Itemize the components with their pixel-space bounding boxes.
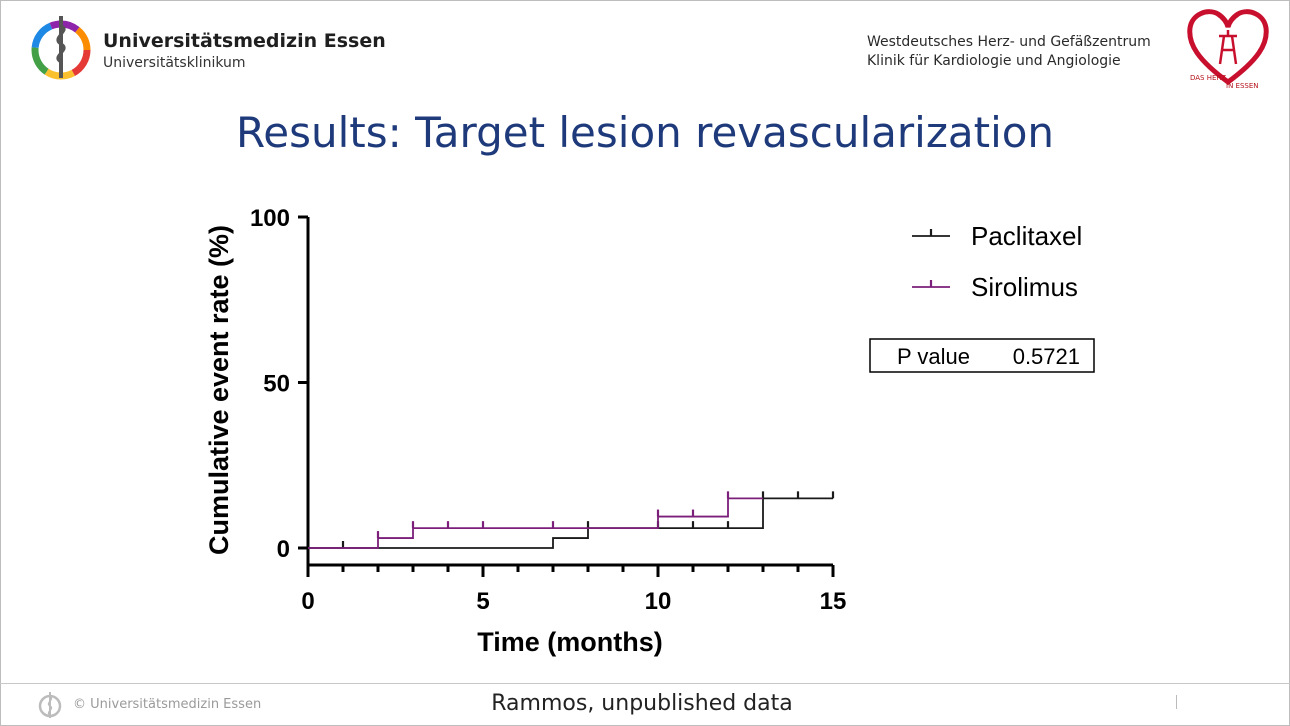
x-tick-label: 10 <box>645 588 672 615</box>
footer-marker <box>1176 695 1177 709</box>
footer-copyright: © Universitätsmedizin Essen <box>73 697 262 712</box>
institution-subtitle: Universitätsklinikum <box>103 55 246 71</box>
x-tick-label: 0 <box>301 588 314 615</box>
y-tick-label: 100 <box>250 205 290 232</box>
p-value-frame <box>869 338 1095 373</box>
series-line-paclitaxel <box>308 497 833 549</box>
slide-title: Results: Target lesion revascularization <box>235 108 1055 157</box>
chart-axes: 0 50 100 0 5 10 15 Time (months) Cumulative even… <box>204 205 846 657</box>
y-axis-label: Cumulative event rate (%) <box>204 225 234 555</box>
heart-logo-text-1: DAS HERZ <box>1190 74 1227 82</box>
x-tick-label: 5 <box>476 588 489 615</box>
clinic-name-line1: Westdeutsches Herz- und Gefäßzentrum <box>867 34 1151 50</box>
heart-logo-text-2: IN ESSEN <box>1226 82 1259 90</box>
legend-label: Sirolimus <box>971 272 1078 302</box>
chart-legend: Paclitaxel Sirolimus <box>912 221 1082 302</box>
y-tick-label: 0 <box>277 536 290 563</box>
x-axis-label: Time (months) <box>477 627 663 657</box>
series-line-sirolimus <box>308 497 763 549</box>
footer-divider <box>0 683 1290 684</box>
institution-name: Universitätsmedizin Essen <box>103 30 386 52</box>
x-tick-label: 15 <box>820 588 847 615</box>
university-logo-icon <box>31 16 91 80</box>
legend-label: Paclitaxel <box>971 221 1082 251</box>
footer-logo-icon <box>38 692 62 718</box>
p-value-box: P value 0.5721 <box>869 338 1095 373</box>
heart-logo-icon <box>1187 9 1269 86</box>
p-value-label: P value <box>897 344 970 369</box>
footer-source: Rammos, unpublished data <box>491 691 793 716</box>
chart-series-layer <box>308 491 835 549</box>
clinic-name-line2: Klinik für Kardiologie und Angiologie <box>867 53 1121 69</box>
y-tick-label: 50 <box>263 371 290 398</box>
p-value-number: 0.5721 <box>1013 344 1080 369</box>
